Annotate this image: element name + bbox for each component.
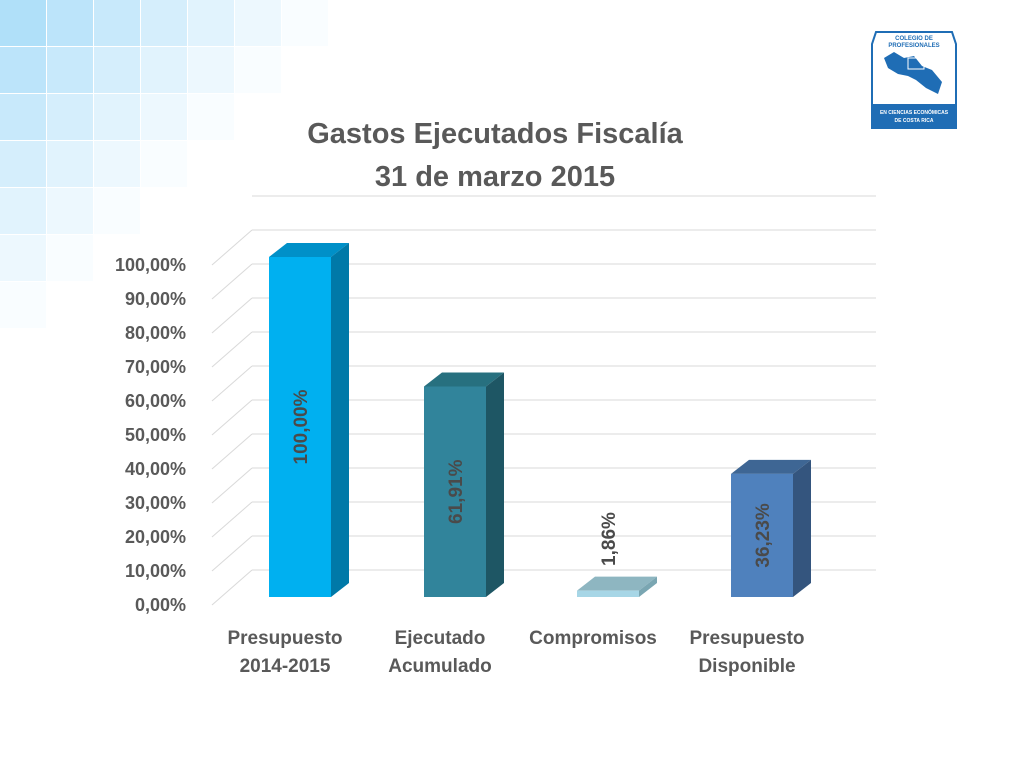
bar-front (269, 257, 331, 597)
side-wall-gridline (211, 433, 253, 470)
x-category-label: 2014-2015 (240, 656, 331, 677)
x-category-label: Ejecutado (395, 628, 486, 649)
logo-bottom-text-1: EN CIENCIAS ECONÓMICAS (880, 108, 949, 116)
decor-tile (141, 0, 187, 46)
side-wall-gridline (211, 331, 253, 368)
x-category-label: Presupuesto (227, 628, 342, 649)
logo-top-text-2: PROFESIONALES (888, 43, 939, 49)
bar-top (424, 372, 504, 387)
bar-3 (577, 576, 657, 597)
data-label: 1,86% (599, 512, 620, 566)
decor-tile (235, 0, 281, 46)
decor-tile (188, 47, 234, 93)
bar-4 (731, 459, 811, 597)
x-category-label: Acumulado (388, 656, 491, 677)
decor-tile (47, 94, 93, 140)
bar-2 (424, 372, 504, 597)
side-wall-gridline (211, 569, 253, 606)
bar-front (577, 590, 639, 597)
bar-top (731, 459, 811, 474)
side-wall-gridline (211, 501, 253, 538)
decor-tile (94, 0, 140, 46)
logo-bottom-band (872, 104, 956, 128)
y-tick-label: 10,00% (125, 561, 186, 581)
decor-tile (0, 0, 46, 46)
data-label: 36,23% (753, 503, 774, 568)
decor-tile (141, 94, 187, 140)
y-tick-label: 0,00% (135, 595, 186, 615)
side-wall-gridline (211, 399, 253, 436)
costa-rica-map-icon (884, 52, 942, 94)
decor-tile (0, 188, 46, 234)
y-tick-label: 60,00% (125, 391, 186, 411)
bar-front (424, 386, 486, 597)
data-label: 100,00% (291, 389, 312, 464)
logo-emblem-icon (907, 57, 925, 70)
bar-top (577, 576, 657, 591)
decor-tile (0, 235, 46, 281)
colegio-logo: COLEGIO DE PROFESIONALES EN CIENCIAS ECO… (871, 31, 957, 129)
decor-tile (141, 47, 187, 93)
background-tile-decoration (0, 0, 281, 281)
decor-tile (47, 188, 93, 234)
bar-side (486, 372, 504, 597)
decor-tile (188, 0, 234, 46)
side-wall-gridline (211, 365, 253, 402)
decor-tile (94, 141, 140, 187)
x-category-label: Presupuesto (689, 628, 804, 649)
y-tick-label: 30,00% (125, 493, 186, 513)
decor-tile (94, 47, 140, 93)
side-wall-gridline (211, 535, 253, 572)
bar-side (793, 459, 811, 597)
side-wall-gridline (211, 229, 253, 266)
bar-top (269, 243, 349, 257)
logo-bottom-text-2: DE COSTA RICA (895, 118, 934, 124)
chart-title-line-2: 31 de marzo 2015 (374, 161, 616, 193)
side-wall-gridline (211, 297, 253, 334)
decor-tile (47, 141, 93, 187)
y-tick-label: 80,00% (125, 323, 186, 343)
y-tick-label: 20,00% (125, 527, 186, 547)
y-tick-label: 40,00% (125, 459, 186, 479)
chart-title: Gastos Ejecutados Fiscalía 31 de marzo 2… (180, 113, 810, 199)
logo-top-text-1: COLEGIO DE (895, 36, 933, 42)
data-label: 61,91% (446, 459, 467, 524)
y-tick-label: 100,00% (115, 255, 186, 275)
y-tick-label: 50,00% (125, 425, 186, 445)
y-tick-label: 70,00% (125, 357, 186, 377)
bar-side (639, 576, 657, 597)
decor-tile (0, 141, 46, 187)
side-wall-gridline (211, 467, 253, 504)
bar-side (331, 243, 349, 597)
chart-title-line-1: Gastos Ejecutados Fiscalía (307, 118, 683, 150)
x-category-label: Compromisos (529, 628, 657, 649)
decor-tile (0, 94, 46, 140)
decor-tile (47, 0, 93, 46)
bar-front (731, 473, 793, 597)
decor-tile (47, 47, 93, 93)
y-tick-label: 90,00% (125, 289, 186, 309)
side-wall-gridline (211, 263, 253, 300)
decor-tile (94, 94, 140, 140)
decor-tile (0, 47, 46, 93)
bar-1 (269, 243, 349, 597)
x-category-label: Disponible (698, 656, 795, 677)
